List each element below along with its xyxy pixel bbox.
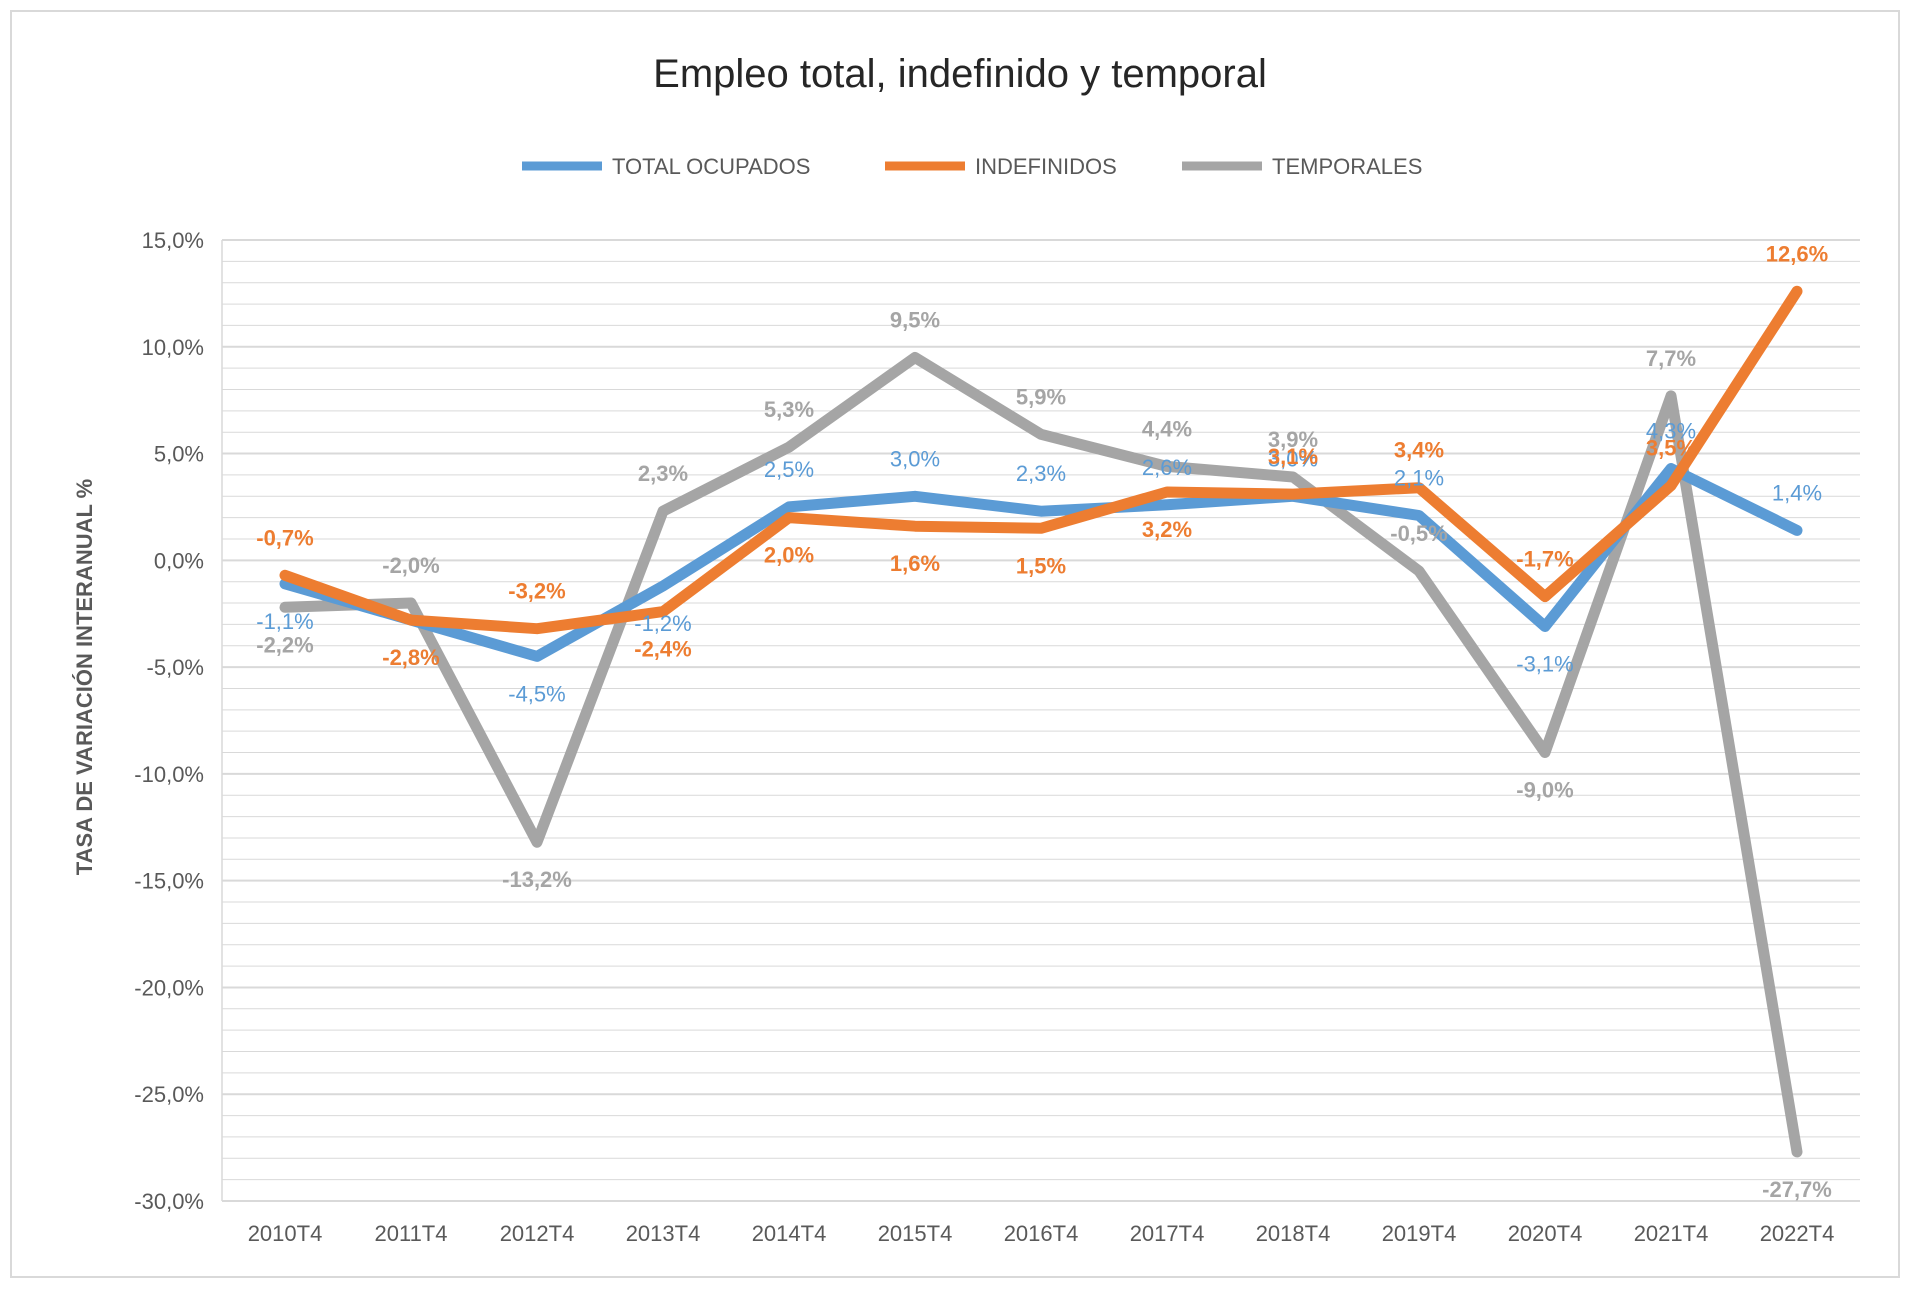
legend-label: INDEFINIDOS (975, 154, 1117, 179)
data-label: -0,7% (256, 525, 313, 550)
chart-title: Empleo total, indefinido y temporal (653, 52, 1267, 96)
y-tick-label: -10,0% (134, 762, 204, 787)
data-label: -2,8% (382, 645, 439, 670)
data-label: -9,0% (1516, 778, 1573, 803)
x-tick-label: 2017T4 (1130, 1221, 1205, 1246)
x-tick-label: 2013T4 (626, 1221, 701, 1246)
data-label: 3,4% (1394, 438, 1444, 463)
data-label: 4,4% (1142, 416, 1192, 441)
legend-label: TOTAL OCUPADOS (612, 154, 810, 179)
data-labels: -1,1% -2,8% -4,5% -1,2% 2,5% 3,0% 2,3% 2,6% 3,0%… (256, 241, 1832, 1202)
y-tick-label: 10,0% (142, 335, 204, 360)
y-tick-label: -20,0% (134, 975, 204, 1000)
legend-label: TEMPORALES (1272, 154, 1422, 179)
x-tick-label: 2010T4 (248, 1221, 323, 1246)
x-tick-label: 2019T4 (1382, 1221, 1457, 1246)
data-label: 2,5% (764, 457, 814, 482)
series-line-total-ocupados (279, 463, 1803, 662)
data-label: -3,2% (508, 579, 565, 604)
data-label: -2,4% (634, 637, 691, 662)
data-label: 2,6% (1142, 455, 1192, 480)
data-label: 12,6% (1766, 241, 1828, 266)
y-axis-label: TASA DE VARIACIÓN INTERANUAL % (72, 479, 97, 875)
data-label: 2,3% (638, 461, 688, 486)
y-tick-label: -25,0% (134, 1082, 204, 1107)
data-label: -2,8% (382, 645, 439, 670)
data-label: 1,6% (890, 551, 940, 576)
data-label: 5,3% (764, 397, 814, 422)
data-label: 3,1% (1268, 444, 1318, 469)
data-label: 7,7% (1646, 346, 1696, 371)
y-tick-label: -15,0% (134, 869, 204, 894)
x-tick-label: 2020T4 (1508, 1221, 1583, 1246)
y-tick-label: -5,0% (147, 655, 204, 680)
data-label: -2,2% (256, 632, 313, 657)
x-tick-label: 2012T4 (500, 1221, 575, 1246)
x-tick-label: 2021T4 (1634, 1221, 1709, 1246)
x-tick-label: 2022T4 (1760, 1221, 1835, 1246)
data-label: -1,2% (634, 611, 691, 636)
data-label: 3,0% (890, 446, 940, 471)
data-label: -0,5% (1390, 521, 1447, 546)
y-axis-ticks: 15,0% 10,0% 5,0% 0,0% -5,0% -10,0% -15,0% -20,0… (134, 228, 204, 1214)
x-tick-label: 2016T4 (1004, 1221, 1079, 1246)
x-axis-ticks: 2010T4 2011T4 2012T4 2013T4 2014T4 2015T4 2016… (248, 1221, 1835, 1246)
data-label: 1,4% (1772, 480, 1822, 505)
data-label: -1,7% (1516, 547, 1573, 572)
data-label: 4,3% (1646, 419, 1696, 444)
line-chart: Empleo total, indefinido y temporal TOTA… (72, 52, 1860, 1246)
data-label: 3,9% (1268, 427, 1318, 452)
x-tick-label: 2018T4 (1256, 1221, 1331, 1246)
series-line-indefinidos (279, 285, 1803, 635)
data-label: 2,3% (1016, 461, 1066, 486)
data-label: -27,7% (1762, 1177, 1832, 1202)
y-tick-label: 15,0% (142, 228, 204, 253)
y-tick-label: 5,0% (154, 442, 204, 467)
chart-frame: Empleo total, indefinido y temporal TOTA… (10, 10, 1900, 1278)
data-label: 9,5% (890, 307, 940, 332)
data-label: -4,5% (508, 681, 565, 706)
x-tick-label: 2015T4 (878, 1221, 953, 1246)
data-label: -1,1% (256, 609, 313, 634)
data-label: 3,0% (1268, 446, 1318, 471)
data-label: 5,9% (1016, 384, 1066, 409)
data-label: 1,5% (1016, 553, 1066, 578)
data-label: -13,2% (502, 867, 572, 892)
data-label: -3,1% (1516, 652, 1573, 677)
y-tick-label: 0,0% (154, 548, 204, 573)
data-label: 3,2% (1142, 517, 1192, 542)
series-lines (279, 285, 1803, 1158)
series-line-temporales (279, 352, 1803, 1158)
data-label: 3,5% (1646, 436, 1696, 461)
legend: TOTAL OCUPADOS INDEFINIDOS TEMPORALES (522, 154, 1422, 179)
x-tick-label: 2011T4 (375, 1221, 448, 1246)
data-label: 2,1% (1394, 465, 1444, 490)
y-tick-label: -30,0% (134, 1189, 204, 1214)
data-label: 2,0% (764, 543, 814, 568)
x-tick-label: 2014T4 (752, 1221, 827, 1246)
data-label: -2,0% (382, 553, 439, 578)
